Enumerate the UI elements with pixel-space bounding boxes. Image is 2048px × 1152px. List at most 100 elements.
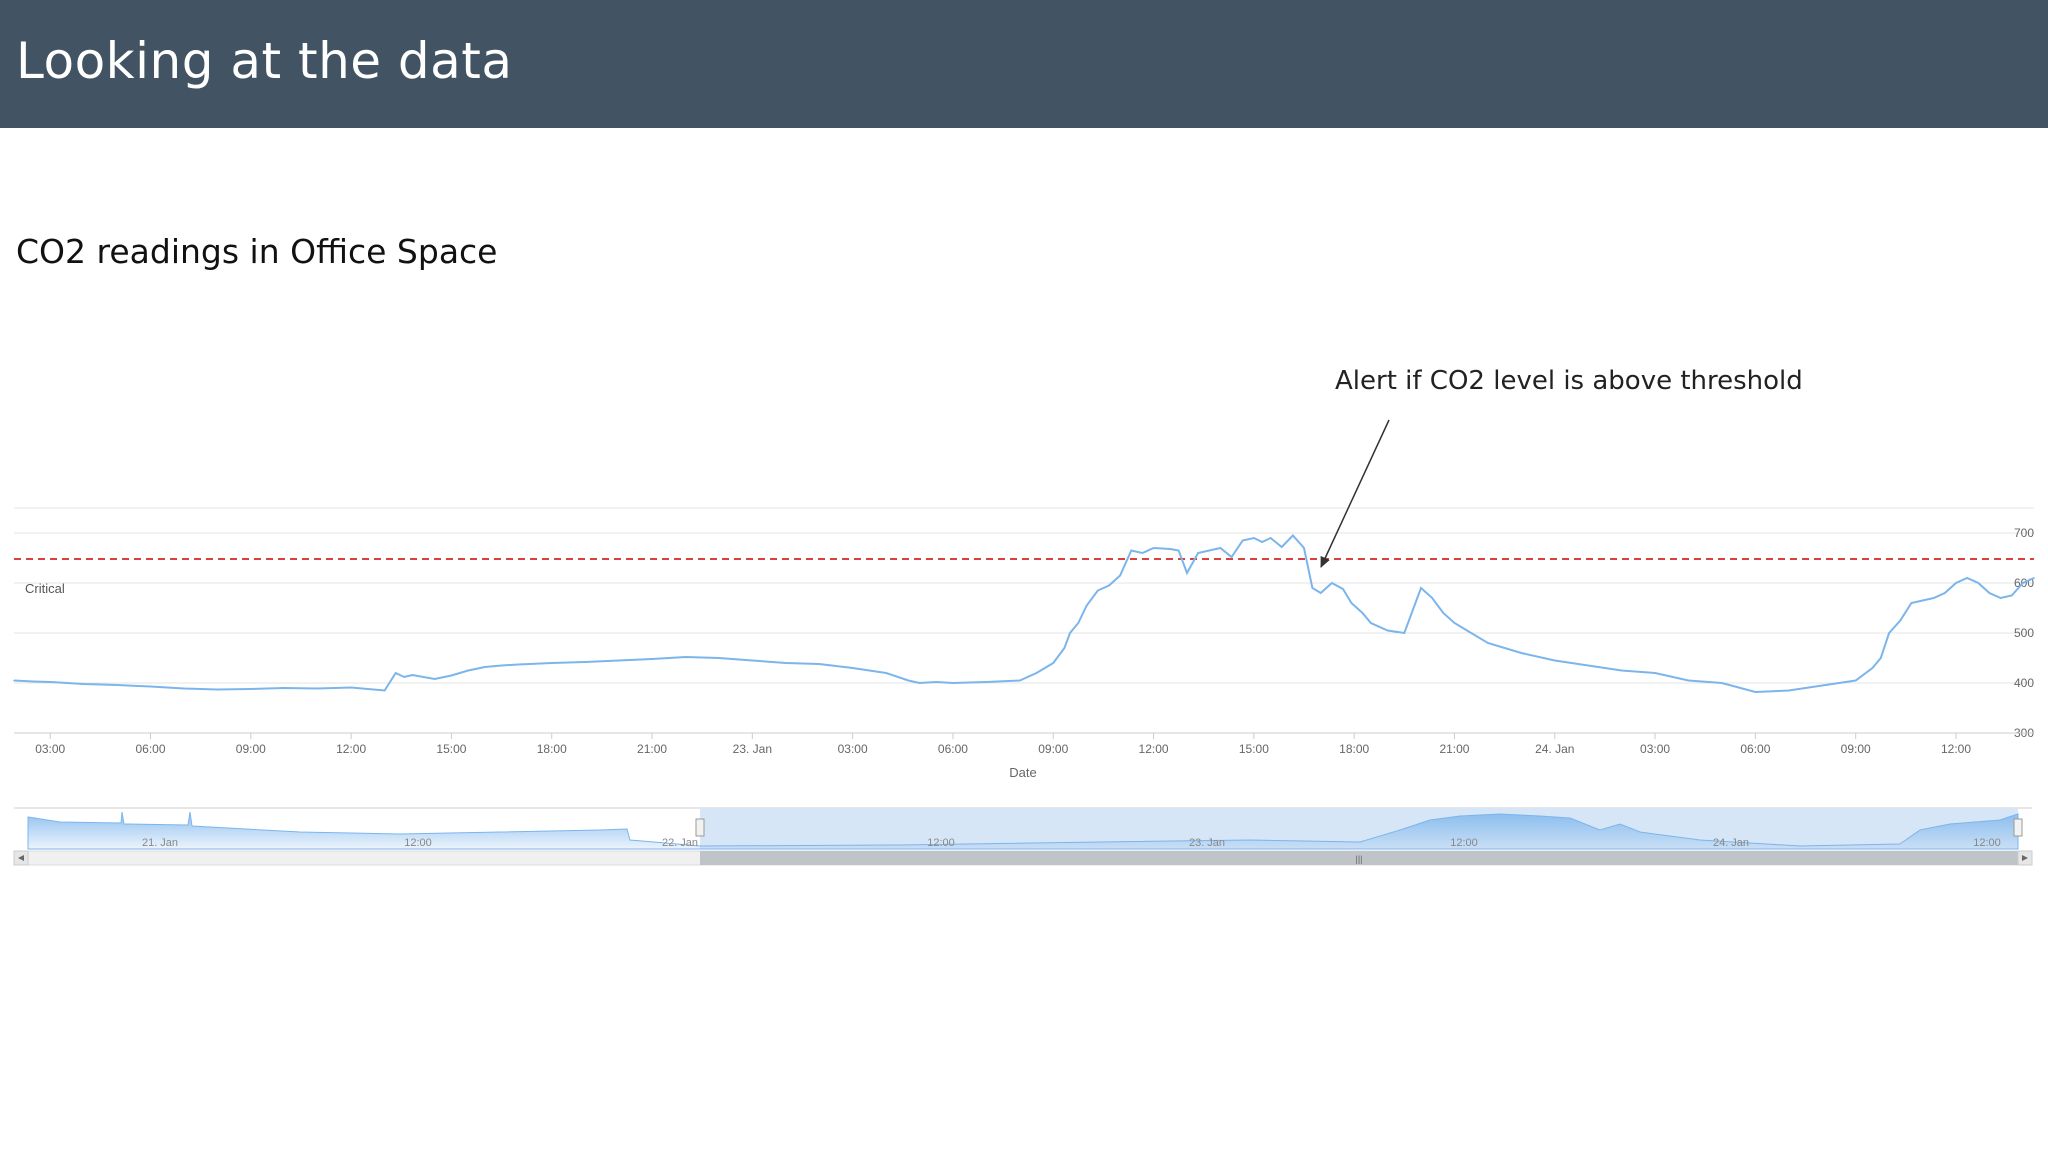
navigator-label: 12:00	[1973, 837, 2001, 849]
data-point	[250, 688, 252, 690]
x-tick-label: 03:00	[1640, 742, 1670, 756]
data-point	[1331, 582, 1333, 584]
navigator[interactable]: 21. Jan 12:00 22. Jan 12:00 23. Jan 12:00 24. …	[13, 807, 2033, 866]
data-point	[1944, 592, 1946, 594]
x-tick-label: 09:00	[1841, 742, 1871, 756]
data-point	[1280, 546, 1283, 548]
data-point	[651, 658, 653, 660]
data-point	[1052, 662, 1055, 664]
data-point	[1977, 582, 1980, 584]
data-point	[283, 687, 286, 689]
data-point	[1303, 547, 1305, 549]
navigator-handle[interactable]	[695, 818, 705, 837]
data-point	[1587, 664, 1589, 667]
data-point	[1261, 541, 1263, 543]
data-point	[1085, 604, 1088, 607]
data-point	[1152, 547, 1155, 549]
x-tick-label: 18:00	[537, 742, 567, 756]
data-point	[116, 684, 118, 686]
data-point	[1019, 679, 1021, 682]
data-point	[785, 662, 787, 664]
data-point	[1253, 537, 1255, 539]
data-point	[1431, 597, 1433, 599]
data-point	[1292, 534, 1294, 537]
y-tick-label: 400	[2014, 676, 2034, 690]
x-tick-label: 06:00	[136, 742, 166, 756]
data-point	[1077, 622, 1080, 624]
data-point	[517, 663, 520, 666]
data-point	[935, 681, 937, 683]
x-tick-label: 12:00	[336, 742, 366, 756]
data-point	[1654, 672, 1656, 674]
data-point	[1130, 549, 1133, 552]
x-axis: 03:00 06:00 09:00 12:00 15:00 18:00 21:00 23. J…	[14, 732, 2034, 756]
navigator-handle[interactable]	[2013, 818, 2023, 837]
data-point	[1386, 629, 1389, 632]
x-tick-label: 09:00	[236, 742, 266, 756]
data-point	[2022, 582, 2024, 584]
data-point	[885, 672, 887, 674]
data-point	[183, 687, 185, 690]
data-point	[394, 672, 397, 674]
data-point	[1177, 549, 1180, 552]
data-point	[1871, 667, 1874, 669]
data-point	[1370, 622, 1372, 624]
threshold-band: Critical	[14, 558, 2034, 596]
threshold-label: Critical	[25, 581, 65, 596]
data-point	[1230, 556, 1233, 558]
data-point	[13, 679, 15, 682]
series-points	[13, 534, 2035, 693]
navigator-label: 21. Jan	[142, 837, 178, 849]
data-point	[985, 681, 988, 683]
data-point	[1788, 689, 1790, 692]
data-point	[82, 683, 85, 685]
data-point	[1069, 632, 1071, 634]
data-point	[403, 676, 405, 678]
data-point	[1342, 588, 1344, 590]
data-point	[316, 687, 319, 690]
navigator-label: 22. Jan	[662, 837, 698, 849]
scrollbar-grip-icon: |||	[1355, 854, 1362, 864]
data-point	[1208, 549, 1211, 552]
data-point	[1899, 619, 1902, 622]
navigator-label: 12:00	[1450, 837, 1478, 849]
data-point	[1063, 647, 1066, 649]
data-point	[1754, 691, 1757, 693]
data-point	[1453, 622, 1456, 624]
x-axis-title: Date	[1009, 765, 1036, 780]
x-tick-label: 24. Jan	[1535, 742, 1574, 756]
data-point	[1888, 632, 1890, 634]
data-point	[718, 657, 720, 659]
x-tick-label: 15:00	[1239, 742, 1269, 756]
scrollbar-thumb[interactable]	[700, 851, 2018, 865]
data-point	[1999, 597, 2002, 599]
data-point	[1821, 684, 1823, 687]
data-point	[584, 661, 586, 663]
data-point	[1721, 682, 1723, 684]
data-point	[751, 659, 754, 662]
data-point	[1108, 584, 1110, 587]
data-point	[1854, 679, 1857, 682]
data-point	[1470, 632, 1472, 634]
threshold-callout: Alert if CO2 level is above threshold	[1335, 366, 1803, 396]
data-point	[216, 688, 219, 691]
arrow-right-icon	[2022, 855, 2028, 861]
x-tick-label: 06:00	[938, 742, 968, 756]
arrow-left-icon	[18, 855, 24, 861]
data-point	[1403, 632, 1406, 634]
navigator-label: 23. Jan	[1189, 837, 1225, 849]
chart-title: CO2 readings in Office Space	[16, 232, 498, 271]
data-point	[1119, 574, 1121, 577]
data-point	[2010, 594, 2013, 597]
data-point	[550, 662, 553, 664]
navigator-label: 24. Jan	[1713, 837, 1749, 849]
data-point	[1988, 592, 1991, 594]
data-point	[818, 663, 820, 665]
data-point	[484, 666, 486, 668]
slide-title: Looking at the data	[16, 32, 513, 90]
y-tick-label: 500	[2014, 626, 2034, 640]
data-point	[1186, 572, 1188, 574]
data-point	[32, 680, 35, 683]
data-point	[1241, 539, 1244, 542]
